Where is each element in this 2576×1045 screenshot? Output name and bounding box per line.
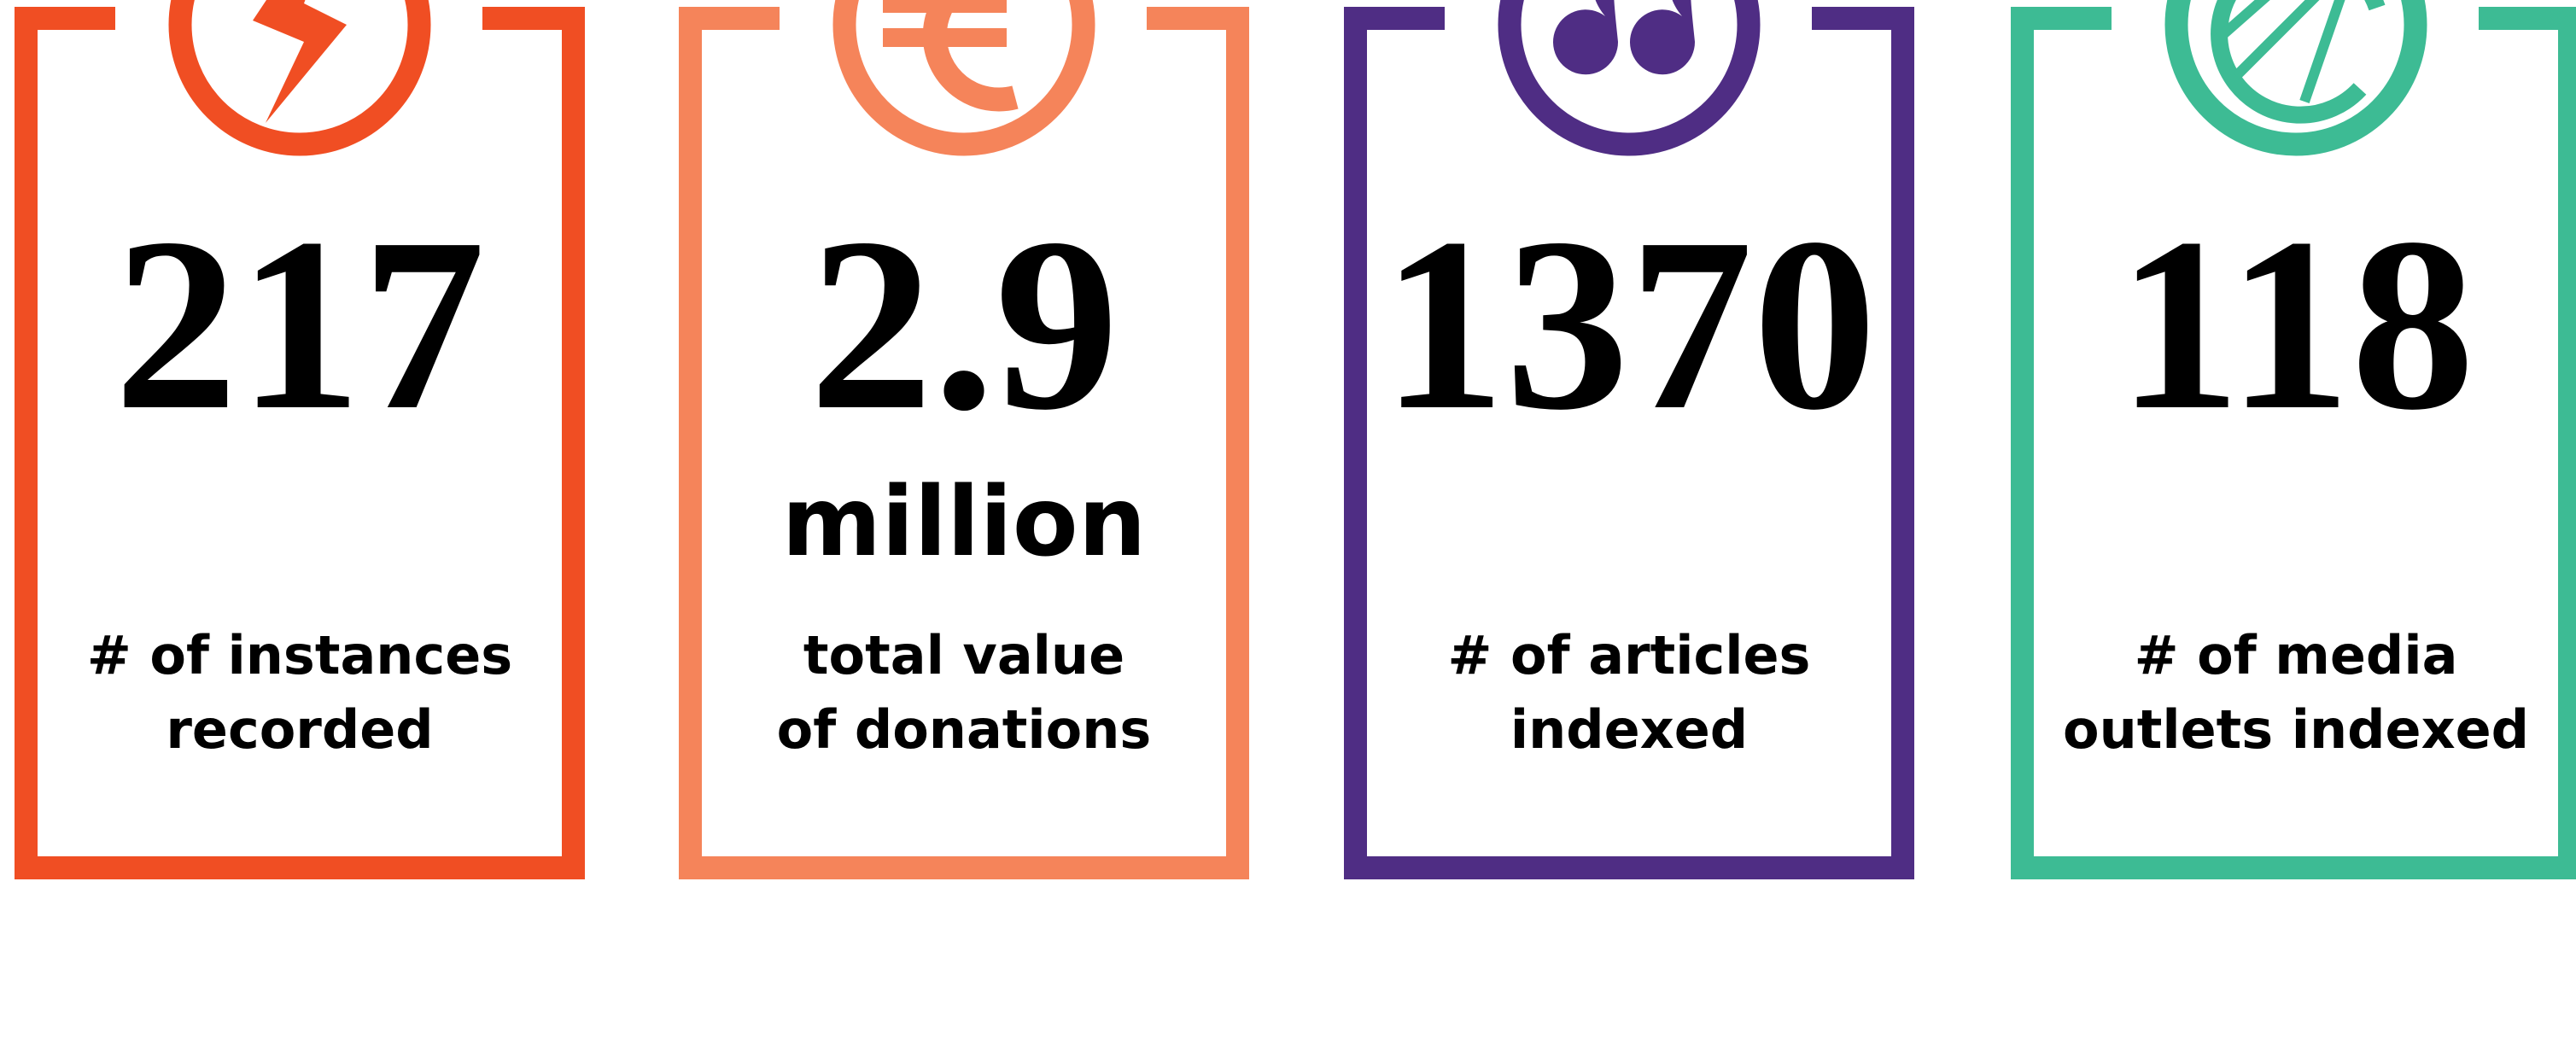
card-frame (1344, 7, 1914, 879)
card-frame (15, 7, 585, 879)
icon-euro-bars (883, 0, 1007, 47)
stat-label: total value (803, 624, 1124, 686)
stat-card: 217 # of instances recorded (15, 0, 585, 879)
icon-quote (1553, 0, 1619, 75)
card-frame (679, 7, 1249, 879)
icon-quote (1630, 0, 1696, 75)
stat-label: indexed (1510, 698, 1748, 761)
icon (1553, 0, 1696, 75)
stat-card: 1370 # of articles indexed (1344, 0, 1914, 879)
stat-unit: million (782, 467, 1147, 578)
stat-value: 2.9 (809, 187, 1119, 461)
stat-label: # of media (2135, 624, 2458, 686)
stat-value: 217 (114, 187, 486, 461)
icon-bolt (253, 0, 347, 123)
icon-pie-lines (2211, 0, 2345, 103)
stat-label: # of instances (87, 624, 512, 686)
icon (2211, 0, 2386, 124)
stat-label: # of articles (1448, 624, 1811, 686)
stat-value: 1370 (1381, 187, 1877, 461)
stat-card: 118 # of media outlets indexed (2011, 0, 2576, 879)
icon-pie (2211, 0, 2386, 124)
icon (883, 0, 1019, 112)
stat-label: outlets indexed (2063, 698, 2529, 761)
card-frame (2011, 7, 2576, 879)
icon-ring (832, 0, 1095, 156)
icon-ring (2164, 0, 2427, 156)
stat-label: recorded (166, 698, 433, 761)
icon (253, 0, 347, 123)
stat-value: 118 (2117, 187, 2475, 461)
icon-ring (1498, 0, 1761, 156)
stat-label: of donations (777, 698, 1152, 761)
